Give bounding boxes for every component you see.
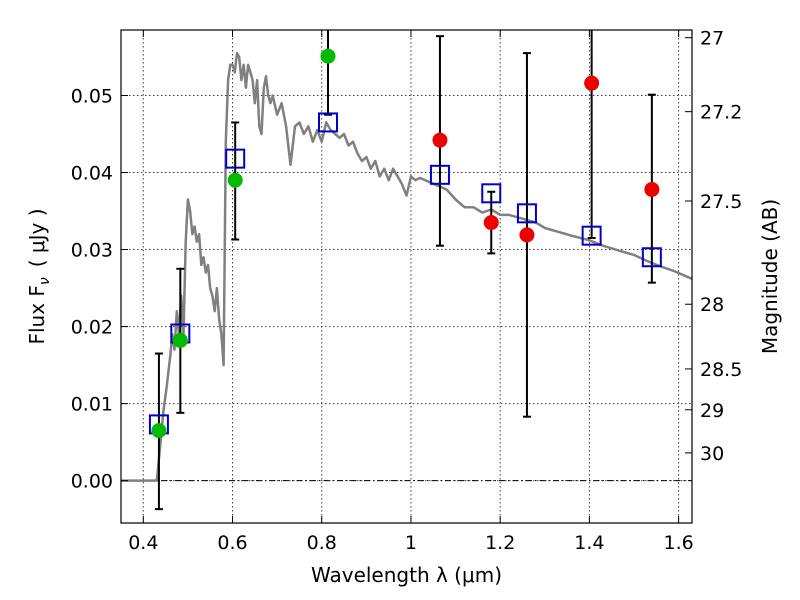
model-flux-square (429, 164, 450, 185)
data-markers (148, 48, 662, 439)
error-bars (154, 30, 656, 511)
x-tick-label: 1 (405, 532, 417, 554)
observed-flux-point (172, 332, 188, 348)
x-axis-title: Wavelength λ (μm) (311, 563, 502, 587)
observed-flux-point (584, 75, 600, 91)
x-tick-label: 0.8 (307, 532, 337, 554)
y-tick-label: 0.04 (71, 163, 113, 185)
model-flux-square (225, 148, 246, 169)
observed-flux-point (519, 227, 535, 243)
model-flux-square (516, 203, 537, 224)
y-axis-title-main: Flux F (25, 285, 49, 344)
y2-axis-title: Magnitude (AB) (758, 199, 782, 354)
observed-flux-point (644, 181, 660, 197)
observed-flux-point (432, 132, 448, 148)
axis-ticks: 0.4 0.6 0.8 1 1.2 1.4 1.6 0.00 0.01 0.02 0.03 0.04 0… (71, 28, 743, 554)
observed-flux-point (151, 423, 167, 439)
y2-tick-label: 27.5 (700, 191, 742, 213)
y-tick-label: 0.02 (71, 317, 113, 339)
y2-tick-label: 29 (700, 400, 724, 422)
y2-tick-label: 30 (700, 443, 724, 465)
model-sed-curve (121, 51, 693, 482)
y-axis-title-unit: ( μJy ) (25, 208, 49, 267)
y-tick-label: 0.00 (71, 471, 113, 493)
y2-tick-label: 27.2 (700, 102, 742, 124)
observed-flux-point (483, 215, 499, 231)
y-tick-label: 0.05 (71, 85, 113, 107)
y2-tick-label: 27 (700, 28, 724, 50)
grid-lines (121, 30, 692, 523)
y-tick-label: 0.03 (71, 240, 113, 262)
x-tick-label: 0.6 (217, 532, 247, 554)
y-axis-title: Flux Fν ( μJy ) (25, 208, 53, 344)
x-tick-label: 0.4 (128, 532, 158, 554)
observed-flux-point (320, 48, 336, 64)
model-flux-square (641, 247, 662, 268)
model-flux-square (481, 183, 502, 204)
y2-tick-label: 28 (700, 294, 724, 316)
observed-flux-point (227, 172, 243, 188)
y-axis-title-subscript: ν (37, 277, 53, 285)
y2-tick-label: 28.5 (700, 359, 742, 381)
model-flux-square (581, 225, 602, 246)
x-tick-label: 1.6 (664, 532, 694, 554)
plot-frame (120, 29, 693, 524)
x-tick-label: 1.4 (574, 532, 604, 554)
y-tick-label: 0.01 (71, 394, 113, 416)
model-flux-square (317, 112, 338, 133)
x-tick-label: 1.2 (485, 532, 515, 554)
